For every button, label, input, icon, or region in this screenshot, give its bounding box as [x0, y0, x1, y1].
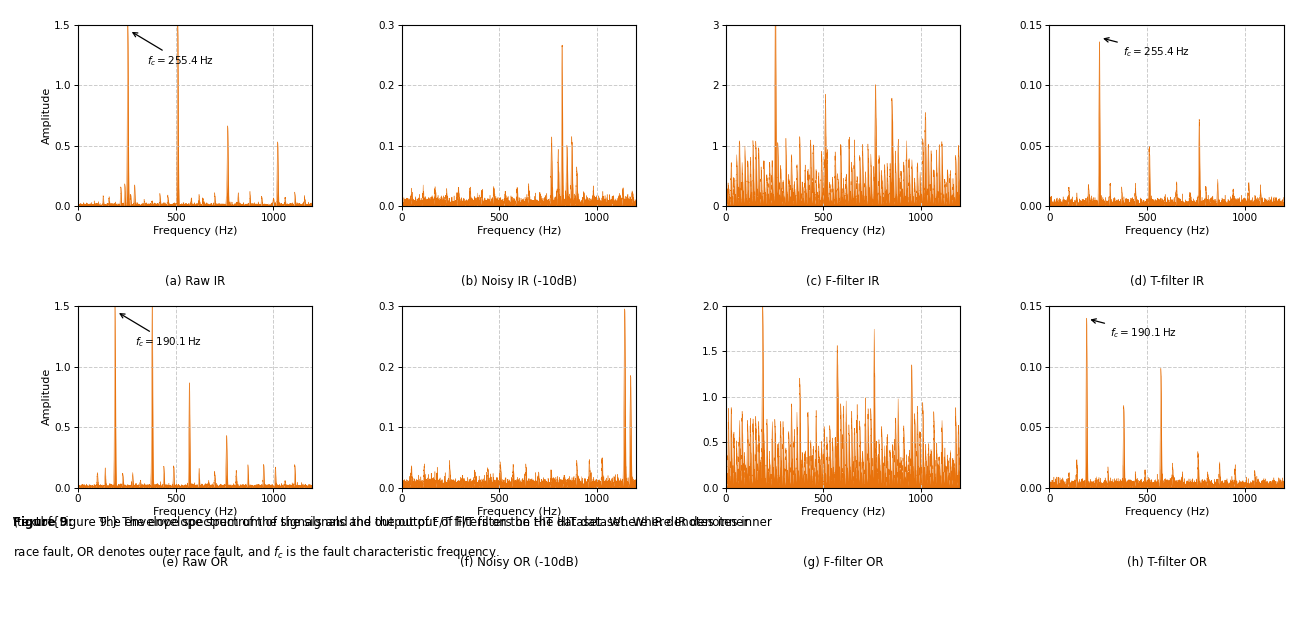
Title: (f) Noisy OR (-10dB): (f) Noisy OR (-10dB): [459, 556, 578, 569]
Title: (e) Raw OR: (e) Raw OR: [162, 556, 228, 569]
Title: (b) Noisy IR (-10dB): (b) Noisy IR (-10dB): [460, 275, 577, 288]
X-axis label: Frequency (Hz): Frequency (Hz): [800, 508, 885, 518]
Text: $f_c = 190.1\,\mathrm{Hz}$: $f_c = 190.1\,\mathrm{Hz}$: [1092, 319, 1176, 340]
Text: The envelope spectrum of the signals and the output of F/T filters on the HIT da: The envelope spectrum of the signals and…: [95, 516, 748, 529]
Text: \textbf{Figure 9:} The envelope spectrum of the signals and the output of F/T fi: \textbf{Figure 9:} The envelope spectrum…: [13, 516, 772, 529]
X-axis label: Frequency (Hz): Frequency (Hz): [477, 226, 562, 236]
Title: (c) F-filter IR: (c) F-filter IR: [807, 275, 879, 288]
Title: (h) T-filter OR: (h) T-filter OR: [1127, 556, 1206, 569]
Title: (d) T-filter IR: (d) T-filter IR: [1130, 275, 1204, 288]
Text: $f_c = 190.1\,\mathrm{Hz}$: $f_c = 190.1\,\mathrm{Hz}$: [121, 314, 201, 349]
X-axis label: Frequency (Hz): Frequency (Hz): [153, 508, 237, 518]
Text: Figure 9:: Figure 9:: [13, 516, 73, 529]
X-axis label: Frequency (Hz): Frequency (Hz): [153, 226, 237, 236]
Text: $f_c = 255.4\,\mathrm{Hz}$: $f_c = 255.4\,\mathrm{Hz}$: [132, 32, 214, 68]
Y-axis label: Amplitude: Amplitude: [42, 87, 52, 144]
X-axis label: Frequency (Hz): Frequency (Hz): [1124, 226, 1209, 236]
Text: $f_c = 255.4\,\mathrm{Hz}$: $f_c = 255.4\,\mathrm{Hz}$: [1104, 38, 1189, 59]
Title: (g) F-filter OR: (g) F-filter OR: [803, 556, 883, 569]
Y-axis label: Amplitude: Amplitude: [42, 368, 52, 426]
X-axis label: Frequency (Hz): Frequency (Hz): [477, 508, 562, 518]
X-axis label: Frequency (Hz): Frequency (Hz): [1124, 508, 1209, 518]
Text: race fault, OR denotes outer race fault, and $f_c$ is the fault characteristic f: race fault, OR denotes outer race fault,…: [13, 544, 499, 561]
Title: (a) Raw IR: (a) Raw IR: [165, 275, 226, 288]
X-axis label: Frequency (Hz): Frequency (Hz): [800, 226, 885, 236]
